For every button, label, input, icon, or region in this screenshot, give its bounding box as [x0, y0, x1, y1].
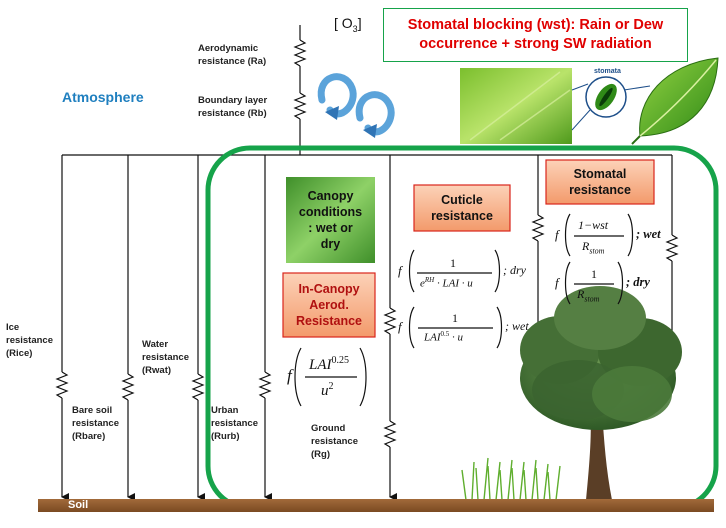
- stomatal-wet-f: f: [555, 227, 559, 242]
- stomatal-wet-denominator: Rstom: [582, 239, 605, 256]
- cuticle-dry-f: f: [398, 263, 402, 278]
- swirl-arrowheads: [325, 106, 377, 138]
- cuticle-branch: [531, 155, 545, 334]
- bare-soil-resistance-label: Bare soil resistance (Rbare): [72, 405, 120, 442]
- stomatal-dry-denominator: Rstom: [577, 287, 600, 304]
- canopy-conditions-box: Canopy conditions : wet or dry: [298, 188, 363, 252]
- ground-resistance-label: Ground resistance (Rg): [311, 423, 359, 460]
- cuticle-wet-suffix: ; wet: [505, 319, 529, 333]
- stomatal-dry-suffix: ; dry: [626, 275, 650, 289]
- ground-branch: [383, 155, 397, 501]
- stomatal-resistance-box: Stomatal resistance: [569, 166, 631, 197]
- urban-resistance-label: Urban resistance (Rurb): [211, 405, 259, 442]
- bare-soil-branch: [191, 155, 205, 501]
- cuticle-wet-denominator: LAI0.5 · u: [424, 330, 463, 344]
- cuticle-resistance-box: Cuticle resistance: [431, 192, 493, 223]
- incanopy-resistance-box: In-Canopy Aerod. Resistance: [295, 281, 362, 329]
- atmosphere-label: Atmosphere: [62, 89, 144, 105]
- ice-resistance-label: Ice resistance (Rice): [6, 322, 54, 359]
- water-resistance-label: Water resistance (Rwat): [142, 339, 190, 376]
- stomatal-wet-numerator: 1−wst: [578, 218, 609, 232]
- cuticle-wet-f: f: [398, 319, 402, 334]
- incanopy-box-bg: [282, 272, 376, 338]
- stomatal-blocking-box: Stomatal blocking (wst): Rain or Dew occ…: [383, 8, 688, 62]
- urban-branch: [258, 155, 272, 501]
- ice-branch: [55, 155, 69, 501]
- main-trunk-line: [293, 25, 307, 155]
- stomatal-dry-numerator: 1: [591, 267, 597, 281]
- stomatal-box-bg: [545, 159, 655, 205]
- tree-icon: [520, 286, 682, 500]
- grass-icon: [461, 457, 561, 501]
- leaf-icon: [631, 57, 719, 145]
- turbulence-swirl-icon: [317, 73, 395, 136]
- boundary-label: Boundary layer resistance (Rb): [198, 95, 268, 119]
- stomatal-wet-suffix: ; wet: [636, 227, 661, 241]
- incanopy-formula-f: f: [287, 366, 292, 385]
- cuticle-wet-numerator: 1: [452, 311, 458, 325]
- ozone-base: [ O: [334, 15, 353, 31]
- cuticle-box-bg: [413, 184, 511, 232]
- aerodynamic-label: Aerodynamic resistance (Ra): [198, 43, 267, 67]
- leaf-photo-veins: [469, 71, 571, 141]
- cuticle-dry-suffix: ; dry: [503, 263, 526, 277]
- soil-strip: [38, 499, 714, 512]
- canopy-box-bg: [286, 177, 375, 263]
- soil-label: Soil: [68, 499, 89, 511]
- ozone-label: [ O3]: [334, 15, 362, 34]
- water-branch: [121, 155, 135, 501]
- stomatal-branch: [665, 155, 679, 356]
- stomata-label: stomata: [594, 68, 621, 75]
- ozone-sub: 3: [352, 23, 358, 34]
- ozone-end: ]: [357, 15, 362, 31]
- incanopy-formula-denominator: u2: [321, 381, 334, 399]
- stomatal-dry-f: f: [555, 275, 559, 290]
- cuticle-dry-denominator: eRH · LAI · u: [420, 276, 473, 290]
- cuticle-dry-numerator: 1: [450, 256, 456, 270]
- formula-brackets: [294, 213, 634, 407]
- incanopy-formula-numerator: LAI0.25: [309, 355, 349, 373]
